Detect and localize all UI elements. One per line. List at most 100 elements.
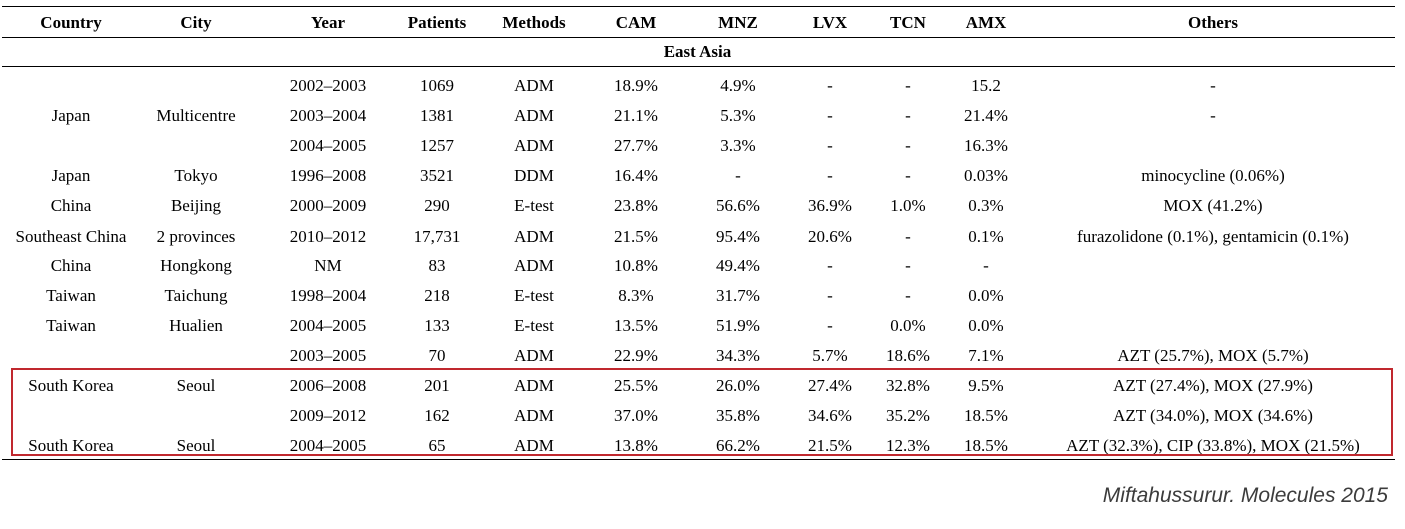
citation: Miftahussurur. Molecules 2015 (1102, 484, 1388, 507)
table-cell: 32.8% (886, 376, 930, 395)
column-header: TCN (890, 13, 926, 32)
table-cell: 2 provinces (156, 227, 236, 246)
table-cell: furazolidone (0.1%), gentamicin (0.1%) (1077, 227, 1349, 246)
table-cell: 83 (428, 256, 446, 275)
table-cell: 36.9% (808, 196, 852, 215)
table-cell: ADM (514, 106, 554, 125)
table-cell: 22.9% (614, 346, 658, 365)
table-cell: 2004–2005 (289, 436, 367, 455)
table-cell: E-test (514, 286, 554, 305)
table-cell: ADM (514, 76, 554, 95)
table-cell: - (827, 256, 833, 275)
table-cell: 2003–2004 (289, 106, 367, 125)
table-cell: 49.4% (716, 256, 760, 275)
table-cell: 1996–2008 (289, 166, 367, 185)
table-cell: 34.6% (808, 406, 852, 425)
table-cell: 21.5% (614, 227, 658, 246)
table-cell: 2002–2003 (289, 76, 367, 95)
table-cell: - (905, 136, 911, 155)
table-cell: 35.2% (886, 406, 930, 425)
table-cell: Southeast China (15, 227, 127, 246)
table-cell: - (735, 166, 741, 185)
table-cell: 18.5% (964, 436, 1008, 455)
table-cell: - (905, 256, 911, 275)
table-cell: 201 (424, 376, 450, 395)
table-cell: minocycline (0.06%) (1141, 166, 1285, 185)
table-cell: Hualien (169, 316, 223, 335)
table-cell: 51.9% (716, 316, 760, 335)
table-cell: - (827, 136, 833, 155)
table-cell: 26.0% (716, 376, 760, 395)
table-cell: Taiwan (46, 316, 96, 335)
table-cell: 35.8% (716, 406, 760, 425)
table-cell: - (905, 166, 911, 185)
table-cell: - (983, 256, 989, 275)
table-cell: 21.5% (808, 436, 852, 455)
table-cell: 15.2 (971, 76, 1001, 95)
table-cell: - (827, 286, 833, 305)
table-cell: MOX (41.2%) (1163, 196, 1263, 215)
table-cell: 1069 (420, 76, 454, 95)
table-cell: 133 (424, 316, 450, 335)
header-rule (2, 37, 1395, 38)
table-cell: 2004–2005 (289, 316, 367, 335)
column-header: Others (1187, 13, 1239, 32)
table-cell: 0.0% (968, 286, 1004, 305)
table-cell: 27.7% (614, 136, 658, 155)
table-cell: 2000–2009 (289, 196, 367, 215)
table-cell: 13.5% (614, 316, 658, 335)
table-cell: - (1210, 76, 1216, 95)
table-cell: 2004–2005 (289, 136, 367, 155)
table-cell: NM (314, 256, 342, 275)
table-cell: 70 (428, 346, 446, 365)
table-cell: Japan (51, 106, 91, 125)
table-cell: AZT (25.7%), MOX (5.7%) (1117, 346, 1309, 365)
table-cell: - (827, 106, 833, 125)
table-cell: Seoul (176, 436, 216, 455)
table-cell: 0.0% (890, 316, 926, 335)
table-cell: 27.4% (808, 376, 852, 395)
table-cell: 4.9% (720, 76, 756, 95)
table-cell: - (905, 106, 911, 125)
table-cell: 56.6% (716, 196, 760, 215)
table-cell: 8.3% (618, 286, 654, 305)
column-header: CAM (615, 13, 657, 32)
table-cell: 66.2% (716, 436, 760, 455)
table-cell: 3.3% (720, 136, 756, 155)
table-cell: ADM (514, 346, 554, 365)
table-cell: 5.3% (720, 106, 756, 125)
column-header: AMX (965, 13, 1007, 32)
table-cell: DDM (514, 166, 554, 185)
column-header: Country (40, 13, 102, 32)
column-header: City (180, 13, 212, 32)
table-cell: China (50, 196, 92, 215)
table-top-rule (2, 6, 1395, 7)
column-header: Patients (407, 13, 467, 32)
table-cell: 20.6% (808, 227, 852, 246)
table-cell: South Korea (28, 376, 114, 395)
table-cell: 7.1% (968, 346, 1004, 365)
table-cell: 0.1% (968, 227, 1004, 246)
table-cell: - (905, 286, 911, 305)
table-cell: Tokyo (174, 166, 218, 185)
table-cell: 2009–2012 (289, 406, 367, 425)
table-cell: 1257 (420, 136, 454, 155)
table-cell: 25.5% (614, 376, 658, 395)
table-cell: - (827, 316, 833, 335)
column-header: Methods (502, 13, 566, 32)
table-cell: 12.3% (886, 436, 930, 455)
table-cell: 34.3% (716, 346, 760, 365)
table-cell: ADM (514, 256, 554, 275)
table-cell: - (905, 227, 911, 246)
table-cell: 16.4% (614, 166, 658, 185)
column-header: LVX (812, 13, 848, 32)
table-cell: 290 (424, 196, 450, 215)
table-cell: 18.6% (886, 346, 930, 365)
table-cell: South Korea (28, 436, 114, 455)
table-cell: ADM (514, 376, 554, 395)
table-cell: 16.3% (964, 136, 1008, 155)
table-cell: 21.1% (614, 106, 658, 125)
table-cell: 218 (424, 286, 450, 305)
region-rule (2, 66, 1395, 67)
table-cell: 3521 (420, 166, 454, 185)
